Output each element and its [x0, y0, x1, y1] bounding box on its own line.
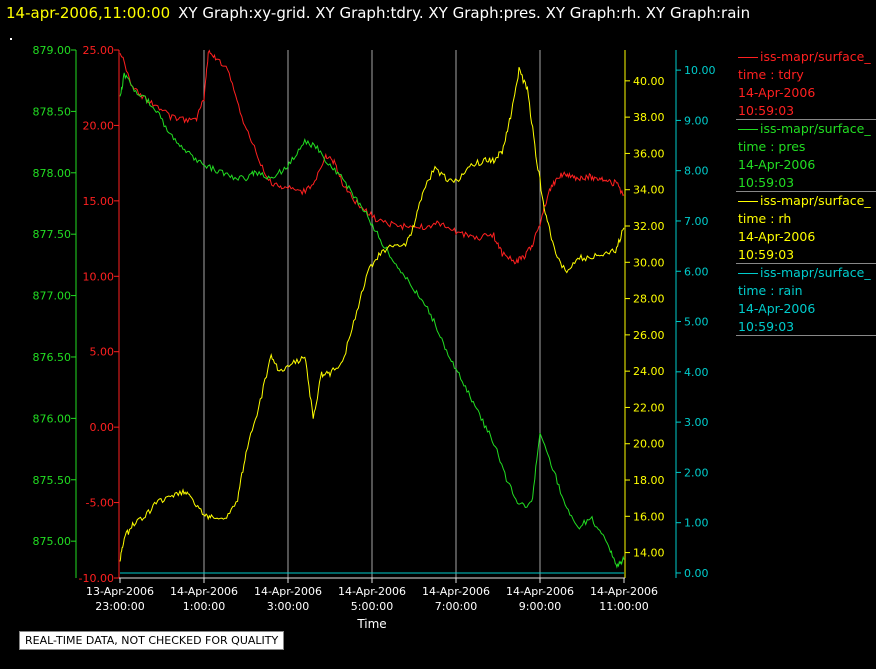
pres-tick-label: 875.00: [33, 535, 72, 548]
rain-tick-label: 7.00: [684, 215, 709, 228]
x-tick-label-time: 11:00:00: [599, 600, 648, 613]
legend-separator: [736, 191, 876, 192]
rain-tick-label: 9.00: [684, 114, 709, 127]
legend-swatch-rh: [738, 201, 758, 202]
rain-tick-label: 3.00: [684, 416, 709, 429]
legend-field-pres: time : pres: [738, 139, 806, 154]
rain-tick-label: 4.00: [684, 366, 709, 379]
rh-tick-label: 20.00: [633, 438, 665, 451]
pres-tick-label: 876.00: [33, 412, 72, 425]
legend-separator: [736, 119, 876, 120]
legend-time-rain: 10:59:03: [738, 319, 795, 334]
pres-tick-label: 877.50: [33, 228, 72, 241]
legend-item-rain[interactable]: iss-mapr/surface_ time : rain 14-Apr-200…: [736, 264, 876, 336]
legend-field-tdry: time : tdry: [738, 67, 804, 82]
x-tick-label-date: 14-Apr-2006: [506, 585, 574, 598]
x-tick-label-date: 13-Apr-2006: [86, 585, 154, 598]
rh-tick-label: 28.00: [633, 293, 665, 306]
legend-field-rain: time : rain: [738, 283, 803, 298]
rain-tick-label: 5.00: [684, 316, 709, 329]
pres-tick-label: 878.00: [33, 167, 72, 180]
rain-tick-label: 2.00: [684, 466, 709, 479]
rain-tick-label: 6.00: [684, 265, 709, 278]
rain-tick-label: 1.00: [684, 517, 709, 530]
x-tick-label-time: 3:00:00: [267, 600, 309, 613]
legend-separator: [736, 335, 876, 336]
rh-tick-label: 30.00: [633, 256, 665, 269]
x-tick-label-date: 14-Apr-2006: [254, 585, 322, 598]
rh-tick-label: 16.00: [633, 510, 665, 523]
x-tick-label-time: 23:00:00: [95, 600, 144, 613]
legend-item-tdry[interactable]: iss-mapr/surface_ time : tdry 14-Apr-200…: [736, 48, 876, 120]
legend-source-pres: iss-mapr/surface_: [760, 121, 871, 136]
legend-source-rh: iss-mapr/surface_: [760, 193, 871, 208]
legend-date-rain: 14-Apr-2006: [738, 301, 816, 316]
legend-source-tdry: iss-mapr/surface_: [760, 49, 871, 64]
legend-date-pres: 14-Apr-2006: [738, 157, 816, 172]
x-axis-label: Time: [356, 617, 386, 631]
marker-dot: [10, 38, 12, 40]
x-tick-label-time: 7:00:00: [435, 600, 477, 613]
rain-tick-label: 8.00: [684, 165, 709, 178]
tdry-tick-label: -10.00: [79, 572, 114, 585]
legend-swatch-pres: [738, 129, 758, 130]
tdry-tick-label: 25.00: [83, 44, 115, 57]
x-tick-label-date: 14-Apr-2006: [170, 585, 238, 598]
legend-time-rh: 10:59:03: [738, 247, 795, 262]
legend-time-tdry: 10:59:03: [738, 103, 795, 118]
legend-separator: [736, 263, 876, 264]
tdry-tick-label: 10.00: [83, 270, 115, 283]
x-tick-label-date: 14-Apr-2006: [338, 585, 406, 598]
rh-tick-label: 22.00: [633, 401, 665, 414]
x-tick-label-time: 1:00:00: [183, 600, 225, 613]
legend-date-tdry: 14-Apr-2006: [738, 85, 816, 100]
title-bar: 14-apr-2006,11:00:00 XY Graph:xy-grid. XY…: [0, 0, 876, 28]
legend-swatch-tdry: [738, 57, 758, 58]
series-line-rh: [119, 67, 625, 562]
pres-tick-label: 877.00: [33, 290, 72, 303]
pres-tick-label: 879.00: [33, 44, 72, 57]
rh-tick-label: 18.00: [633, 474, 665, 487]
tdry-tick-label: 5.00: [90, 346, 115, 359]
legend-date-rh: 14-Apr-2006: [738, 229, 816, 244]
x-tick-label-date: 14-Apr-2006: [422, 585, 490, 598]
rh-tick-label: 32.00: [633, 220, 665, 233]
rh-tick-label: 36.00: [633, 147, 665, 160]
tdry-tick-label: 0.00: [90, 421, 115, 434]
quality-disclaimer: REAL-TIME DATA, NOT CHECKED FOR QUALITY: [19, 631, 285, 650]
legend-item-pres[interactable]: iss-mapr/surface_ time : pres 14-Apr-200…: [736, 120, 876, 192]
current-time: 14-apr-2006,11:00:00: [6, 4, 171, 22]
series-line-tdry: [119, 49, 625, 265]
legend-swatch-rain: [738, 273, 758, 274]
pres-tick-label: 876.50: [33, 351, 72, 364]
x-tick-label-date: 14-Apr-2006: [590, 585, 658, 598]
pres-tick-label: 878.50: [33, 105, 72, 118]
x-tick-label-time: 5:00:00: [351, 600, 393, 613]
rh-tick-label: 14.00: [633, 547, 665, 560]
rh-tick-label: 24.00: [633, 365, 665, 378]
legend-field-rh: time : rh: [738, 211, 792, 226]
rain-tick-label: 10.00: [684, 64, 716, 77]
rain-tick-label: 0.00: [684, 567, 709, 580]
series-line-pres: [119, 72, 625, 569]
graph-list: XY Graph:xy-grid. XY Graph:tdry. XY Grap…: [178, 4, 751, 22]
legend-item-rh[interactable]: iss-mapr/surface_ time : rh 14-Apr-2006 …: [736, 192, 876, 264]
rh-tick-label: 40.00: [633, 75, 665, 88]
legend-source-rain: iss-mapr/surface_: [760, 265, 871, 280]
x-tick-label-time: 9:00:00: [519, 600, 561, 613]
rh-tick-label: 34.00: [633, 184, 665, 197]
rh-tick-label: 38.00: [633, 111, 665, 124]
legend: iss-mapr/surface_ time : tdry 14-Apr-200…: [736, 48, 876, 336]
rh-tick-label: 26.00: [633, 329, 665, 342]
tdry-tick-label: -5.00: [86, 497, 114, 510]
pres-tick-label: 875.50: [33, 474, 72, 487]
tdry-tick-label: 15.00: [83, 195, 115, 208]
legend-time-pres: 10:59:03: [738, 175, 795, 190]
tdry-tick-label: 20.00: [83, 119, 115, 132]
